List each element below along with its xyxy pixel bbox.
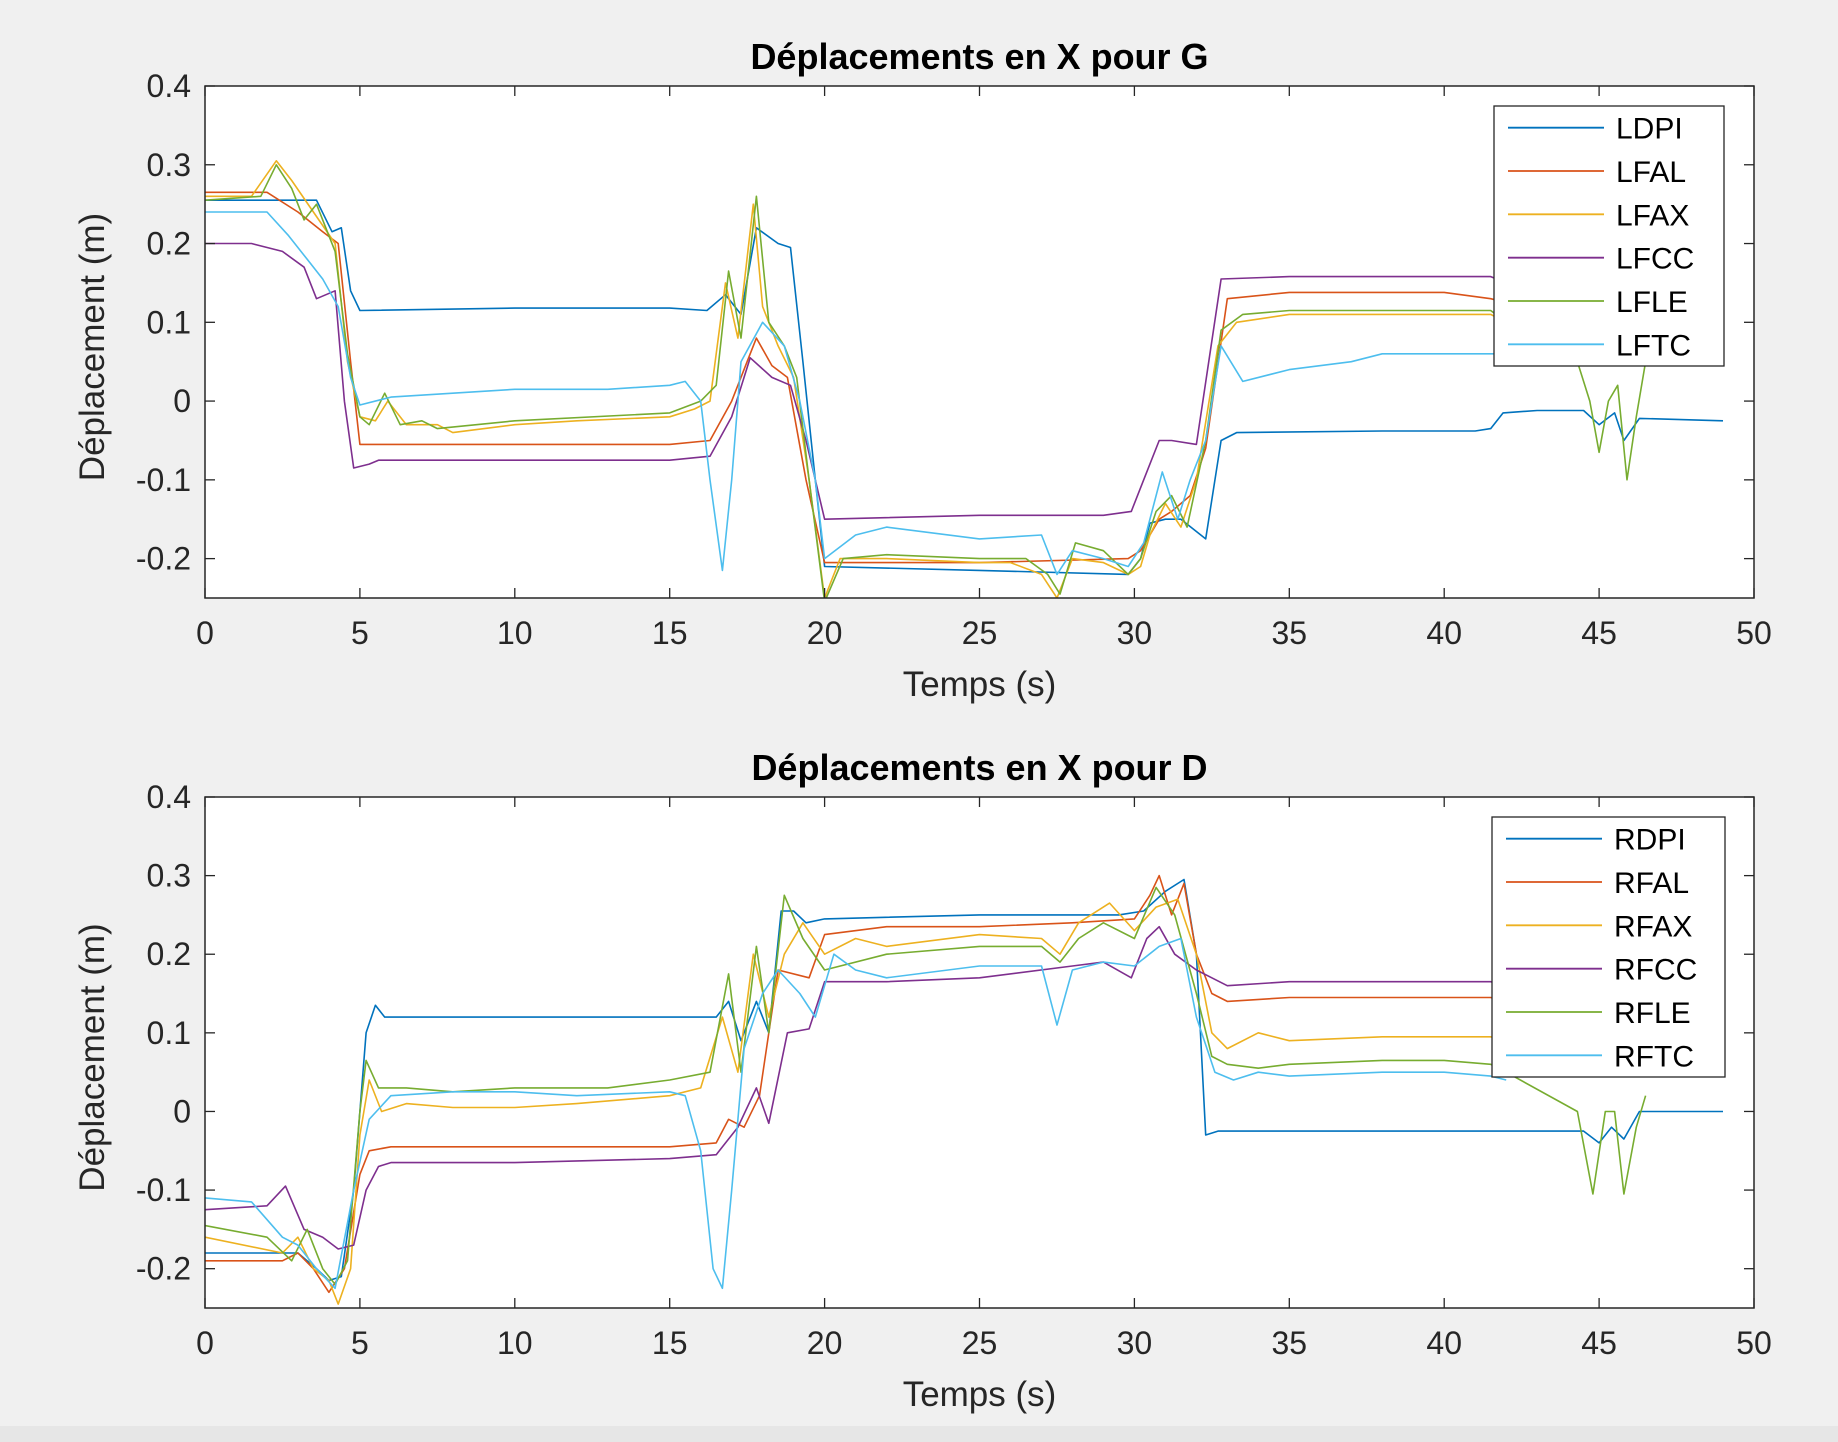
y-tick-label: 0.4 xyxy=(147,779,191,815)
y-tick-label: -0.2 xyxy=(136,1251,191,1287)
y-tick-label: 0.1 xyxy=(147,304,191,340)
y-tick-label: 0 xyxy=(173,1093,191,1129)
chart-title: Déplacements en X pour G xyxy=(750,36,1208,77)
x-tick-label: 35 xyxy=(1272,615,1308,651)
legend-entry-lfal: LFAL xyxy=(1616,156,1686,189)
x-tick-label: 30 xyxy=(1117,1325,1153,1361)
x-tick-label: 15 xyxy=(652,1325,688,1361)
x-tick-label: 40 xyxy=(1426,1325,1462,1361)
legend-entry-lfcc: LFCC xyxy=(1616,243,1694,276)
x-tick-label: 45 xyxy=(1581,1325,1617,1361)
x-tick-label: 0 xyxy=(196,1325,214,1361)
legend: LDPI LFAL LFAX LFCC LFLE LFTC xyxy=(1493,105,1725,367)
x-tick-label: 0 xyxy=(196,615,214,651)
legend-entry-lftc: LFTC xyxy=(1616,329,1691,362)
y-tick-label: -0.1 xyxy=(136,462,191,498)
series-line-lfle xyxy=(205,164,1647,598)
y-tick-label: 0.1 xyxy=(147,1015,191,1051)
window-bottom-bar xyxy=(0,1426,1838,1442)
y-tick-label: 0.3 xyxy=(147,147,191,183)
legend: RDPI RFAL RFAX RFCC RFLE RFTC xyxy=(1491,816,1726,1078)
x-axis-label: Temps (s) xyxy=(903,665,1057,704)
legend-box xyxy=(1491,816,1726,1078)
y-tick-label: -0.2 xyxy=(136,541,191,577)
chart-title: Déplacements en X pour D xyxy=(751,747,1207,788)
legend-entry-rfax: RFAX xyxy=(1614,910,1692,943)
x-tick-label: 40 xyxy=(1426,615,1462,651)
x-tick-label: 25 xyxy=(962,1325,998,1361)
legend-entry-rfal: RFAL xyxy=(1614,867,1689,900)
x-axis-label: Temps (s) xyxy=(903,1375,1057,1414)
legend-entry-ldpi: LDPI xyxy=(1616,113,1683,146)
x-tick-label: 30 xyxy=(1117,615,1153,651)
series-line-lftc xyxy=(205,211,1507,576)
series-line-lfcc xyxy=(205,242,1507,520)
x-tick-label: 15 xyxy=(652,615,688,651)
x-tick-label: 45 xyxy=(1581,615,1617,651)
series-group xyxy=(205,160,1724,598)
x-tick-label: 25 xyxy=(962,615,998,651)
legend-box xyxy=(1493,105,1725,367)
series-line-rfcc xyxy=(205,925,1507,1250)
y-tick-label: 0 xyxy=(173,383,191,419)
series-line-rfax xyxy=(205,898,1507,1305)
y-tick-label: 0.2 xyxy=(147,226,191,262)
y-tick-label: 0.2 xyxy=(147,936,191,972)
x-tick-label: 10 xyxy=(497,1325,533,1361)
y-axis-label: Déplacement (m) xyxy=(73,923,112,1191)
y-tick-label: 0.3 xyxy=(147,858,191,894)
legend-entry-rftc: RFTC xyxy=(1614,1040,1694,1073)
x-tick-label: 20 xyxy=(807,615,843,651)
x-tick-label: 50 xyxy=(1736,1325,1772,1361)
y-axis-label: Déplacement (m) xyxy=(73,213,112,481)
legend-entry-lfax: LFAX xyxy=(1616,199,1689,232)
x-tick-label: 5 xyxy=(351,615,369,651)
x-tick-label: 10 xyxy=(497,615,533,651)
x-tick-label: 20 xyxy=(807,1325,843,1361)
y-tick-label: 0.4 xyxy=(147,68,191,104)
chart-2: 0 5 10 15 20 25 30 35 40 45 50 -0.2 -0.1 0 0.1 0.2 0.3 0.… xyxy=(73,747,1772,1414)
x-tick-label: 50 xyxy=(1736,615,1772,651)
series-line-rdpi xyxy=(205,878,1723,1282)
legend-entry-rdpi: RDPI xyxy=(1614,824,1686,857)
legend-entry-rfle: RFLE xyxy=(1614,997,1691,1030)
y-tick-label: -0.1 xyxy=(136,1172,191,1208)
x-tick-label: 35 xyxy=(1272,1325,1308,1361)
series-line-rftc xyxy=(205,937,1507,1290)
x-tick-label: 5 xyxy=(351,1325,369,1361)
legend-entry-rfcc: RFCC xyxy=(1614,954,1697,987)
chart-1: 0 5 10 15 20 25 30 35 40 45 50 -0.2 -0.1 0 0.1 0.2 0.3 0.… xyxy=(73,36,1772,704)
legend-entry-lfle: LFLE xyxy=(1616,286,1688,319)
